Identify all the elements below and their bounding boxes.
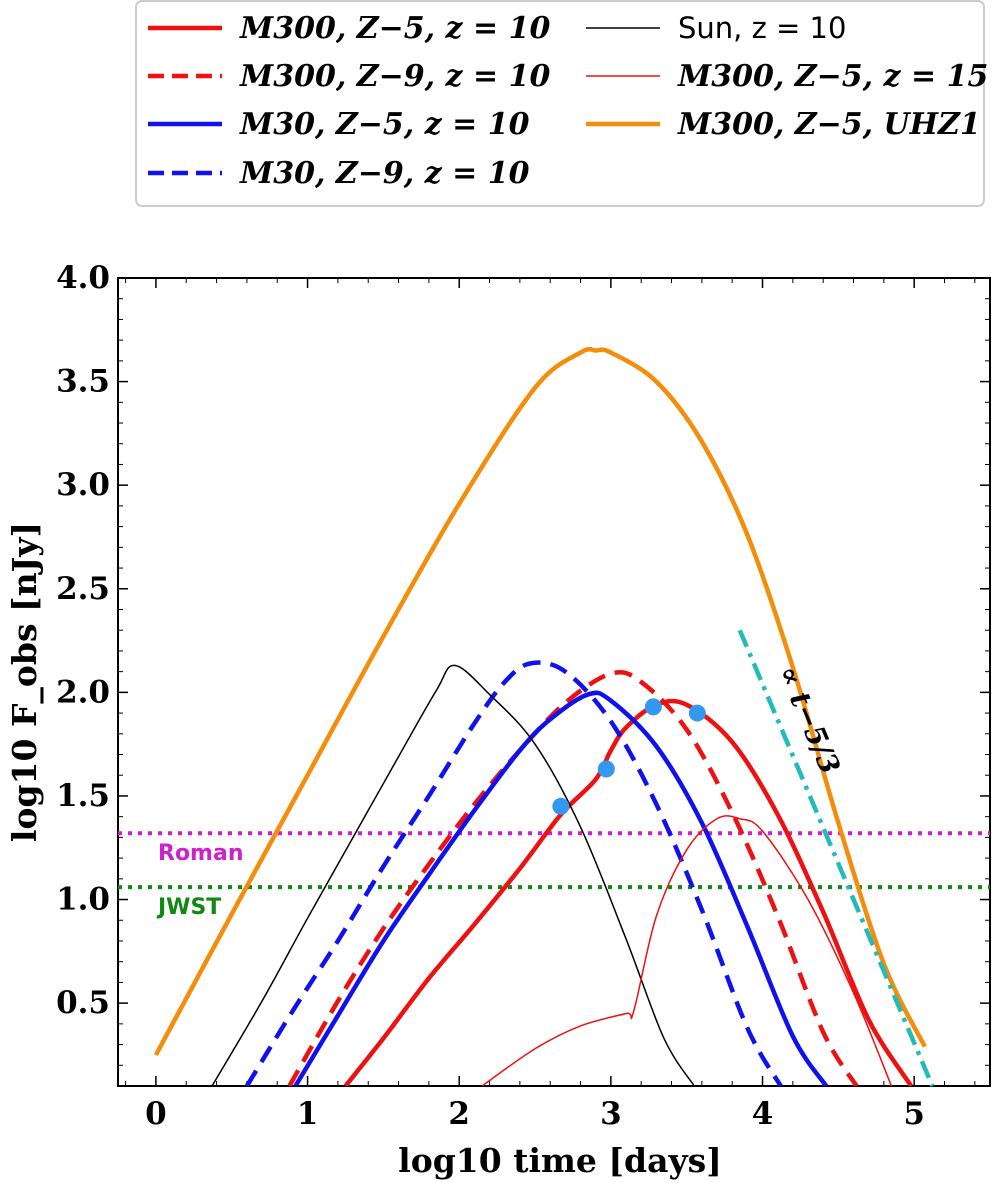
y-tick-label: 1.0	[56, 882, 110, 918]
x-tick-label: 0	[145, 1096, 167, 1132]
legend-label-7: M300, Z−5, UHZ1	[677, 107, 981, 142]
series-line-1	[343, 698, 914, 1086]
data-marker	[597, 760, 615, 778]
legend-label-5: Sun, z = 10	[678, 11, 846, 45]
x-tick-label: 3	[600, 1096, 622, 1132]
y-tick-label: 3.0	[56, 467, 110, 503]
y-tick-label: 4.0	[56, 260, 110, 296]
y-tick-label: 2.5	[56, 571, 110, 607]
series-line-4	[244, 660, 783, 1086]
x-tick-label: 4	[752, 1096, 774, 1132]
x-tick-label: 2	[448, 1096, 470, 1132]
hline-label-jwst: JWST	[156, 895, 221, 920]
plot-frame	[117, 277, 991, 1087]
series-line-2	[287, 669, 859, 1086]
y-tick-label: 1.5	[56, 778, 110, 814]
legend-label-1: M300, Z−5, z = 10	[239, 11, 550, 46]
legend-frame	[135, 0, 985, 207]
series-line-7	[153, 346, 927, 1056]
y-tick-label: 2.0	[56, 674, 110, 710]
legend-label-6: M300, Z−5, z = 15	[677, 59, 988, 94]
legend-label-4: M30, Z−9, z = 10	[239, 156, 530, 191]
legend-label-3: M30, Z−5, z = 10	[239, 107, 530, 142]
power-law-line	[737, 629, 935, 1087]
y-tick-label: 0.5	[56, 985, 110, 1021]
series-line-6	[481, 815, 893, 1086]
series-line-5	[211, 664, 695, 1086]
legend: M300, Z−5, z = 10 M300, Z−9, z = 10 M30, Z…	[135, 0, 988, 207]
data-marker	[688, 704, 706, 722]
hline-label-roman: Roman	[158, 841, 244, 866]
power-law-label: ∝ t−5/3	[772, 661, 847, 779]
x-axis-title: log10 time [days]	[398, 1141, 722, 1180]
y-tick-label: 3.5	[56, 364, 110, 400]
data-marker	[552, 797, 570, 815]
series-line-3	[293, 690, 829, 1086]
x-tick-label: 5	[903, 1096, 925, 1132]
y-axis-title: log10 F_obs [nJy]	[5, 522, 44, 842]
data-marker	[644, 698, 662, 716]
legend-label-2: M300, Z−9, z = 10	[239, 59, 550, 94]
x-tick-label: 1	[297, 1096, 319, 1132]
